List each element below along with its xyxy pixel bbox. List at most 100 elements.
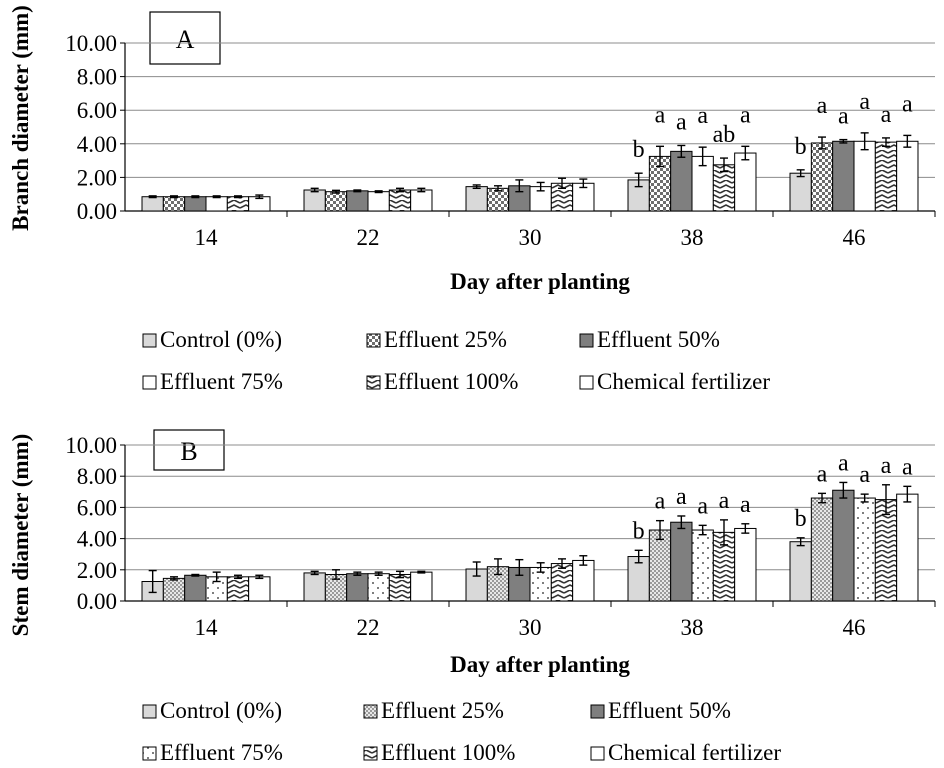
- error-bar-e50-day-38: [677, 144, 686, 158]
- significance-letter: a: [676, 484, 687, 510]
- svg-text:Effluent 75%: Effluent 75%: [160, 740, 283, 765]
- error-bar-chemical-day-22: [417, 570, 426, 574]
- legend-item-effluent-50: Effluent 50%: [579, 327, 720, 352]
- error-bar-e75-day-22: [374, 190, 383, 194]
- bar-e75-day-14: [205, 196, 228, 212]
- error-bar-e50-day-14: [191, 573, 200, 577]
- error-bar-e25-day-30: [494, 558, 503, 576]
- error-bar-chemical-day-22: [417, 187, 426, 193]
- svg-text:Chemical fertilizer: Chemical fertilizer: [597, 369, 770, 394]
- error-bar-e25-day-14: [170, 576, 179, 581]
- x-axis-title: Day after planting: [450, 269, 630, 294]
- error-bar-control-day-38: [634, 549, 643, 564]
- x-axis-title: Day after planting: [450, 652, 630, 677]
- bar-e25-day-38: [648, 529, 672, 602]
- error-bar-e50-day-22: [353, 189, 362, 193]
- svg-text:Effluent 25%: Effluent 25%: [381, 698, 504, 723]
- significance-letter: a: [881, 453, 892, 479]
- error-bar-e25-day-38: [656, 519, 665, 541]
- significance-letter: a: [838, 104, 849, 130]
- error-bar-e100-day-14: [233, 574, 242, 580]
- legend-item-control: Control (0%): [142, 698, 282, 723]
- x-tick-label: 14: [195, 225, 219, 250]
- significance-letter: a: [655, 102, 666, 128]
- error-bar-e50-day-46: [839, 138, 848, 144]
- bar-control-day-22: [303, 572, 326, 602]
- error-bar-e100-day-22: [395, 570, 404, 579]
- legend-item-effluent-50: Effluent 50%: [590, 698, 731, 723]
- error-bar-e75-day-46: [860, 132, 869, 151]
- bar-e75-day-46: [853, 140, 876, 212]
- bar-e50-day-14: [184, 574, 207, 602]
- significance-letter: a: [697, 493, 708, 519]
- bar-e100-day-14: [226, 196, 250, 212]
- branch-diameter-panel: A Branch diameter (mm) Day after plantin…: [8, 5, 936, 294]
- significance-letter: a: [817, 93, 828, 119]
- bar-chemical-day-30: [572, 559, 595, 602]
- bar-control-day-46: [789, 172, 812, 212]
- error-bar-control-day-30: [472, 184, 481, 190]
- legend-item-effluent-25: Effluent 25%: [363, 698, 504, 723]
- error-bar-e50-day-46: [839, 481, 848, 499]
- bar-e50-day-38: [670, 521, 693, 602]
- significance-letter: a: [740, 102, 751, 128]
- y-tick-label: 10.00: [65, 433, 117, 458]
- x-tick-label: 30: [519, 615, 542, 640]
- y-tick-label: 4.00: [77, 132, 117, 157]
- bar-chemical-day-22: [410, 571, 433, 602]
- error-bar-e25-day-46: [818, 492, 827, 504]
- legend-item-effluent-75: Effluent 75%: [142, 740, 283, 765]
- error-bar-e25-day-38: [656, 145, 665, 168]
- bar-control-day-14: [141, 196, 164, 212]
- svg-text:Control (0%): Control (0%): [160, 698, 282, 723]
- stem-diameter-panel: B Stem diameter (mm) Day after planting …: [8, 429, 936, 677]
- bar-e100-day-22: [388, 573, 412, 602]
- error-bar-chemical-day-46: [903, 134, 912, 148]
- error-bar-chemical-day-38: [741, 145, 750, 161]
- bar-e50-day-14: [184, 196, 207, 212]
- error-bar-control-day-46: [796, 537, 805, 547]
- significance-letter: a: [838, 450, 849, 476]
- bar-chemical-day-46: [896, 140, 919, 212]
- x-tick-label: 38: [681, 615, 704, 640]
- bar-e75-day-22: [367, 573, 390, 602]
- legend-item-effluent-100: Effluent 100%: [363, 740, 515, 765]
- x-tick-label: 46: [843, 615, 866, 640]
- error-bar-e100-day-46: [881, 484, 890, 516]
- bar-e25-day-14: [162, 577, 186, 602]
- error-bar-e75-day-30: [536, 562, 545, 573]
- error-bar-e75-day-14: [212, 571, 221, 583]
- svg-text:Effluent 25%: Effluent 25%: [384, 327, 507, 352]
- x-tick-label: 46: [843, 225, 866, 250]
- y-tick-label: 6.00: [77, 495, 117, 520]
- error-bar-control-day-46: [796, 169, 805, 178]
- bar-chemical-day-38: [734, 152, 757, 212]
- panel-label-box: B: [153, 429, 225, 471]
- bar-chemical-day-38: [734, 527, 757, 602]
- legend-item-chemical: Chemical fertilizer: [590, 740, 781, 765]
- error-bar-e50-day-38: [677, 515, 686, 530]
- bar-e25-day-46: [810, 142, 834, 212]
- error-bar-chemical-day-14: [255, 194, 264, 200]
- error-bar-chemical-day-38: [741, 523, 750, 534]
- error-bar-chemical-day-14: [255, 574, 264, 580]
- error-bar-e50-day-14: [191, 195, 200, 199]
- bar-e100-day-22: [388, 189, 412, 212]
- error-bar-control-day-30: [472, 561, 481, 577]
- error-bar-chemical-day-30: [579, 555, 588, 566]
- bar-e75-day-46: [853, 497, 876, 602]
- significance-letter: a: [881, 102, 892, 128]
- significance-letter: a: [676, 109, 687, 135]
- legend-item-effluent-75: Effluent 75%: [142, 369, 283, 394]
- bar-e100-day-30: [550, 563, 574, 602]
- svg-text:Effluent 50%: Effluent 50%: [608, 698, 731, 723]
- svg-text:Effluent 100%: Effluent 100%: [381, 740, 515, 765]
- error-bar-e25-day-22: [332, 189, 341, 194]
- bar-e25-day-46: [810, 497, 834, 602]
- significance-letter: a: [859, 89, 870, 115]
- svg-text:Effluent 50%: Effluent 50%: [597, 327, 720, 352]
- error-bar-e75-day-30: [536, 181, 545, 192]
- y-tick-label: 10.00: [65, 31, 117, 56]
- y-tick-label: 6.00: [77, 98, 117, 123]
- error-bar-control-day-14: [148, 569, 157, 594]
